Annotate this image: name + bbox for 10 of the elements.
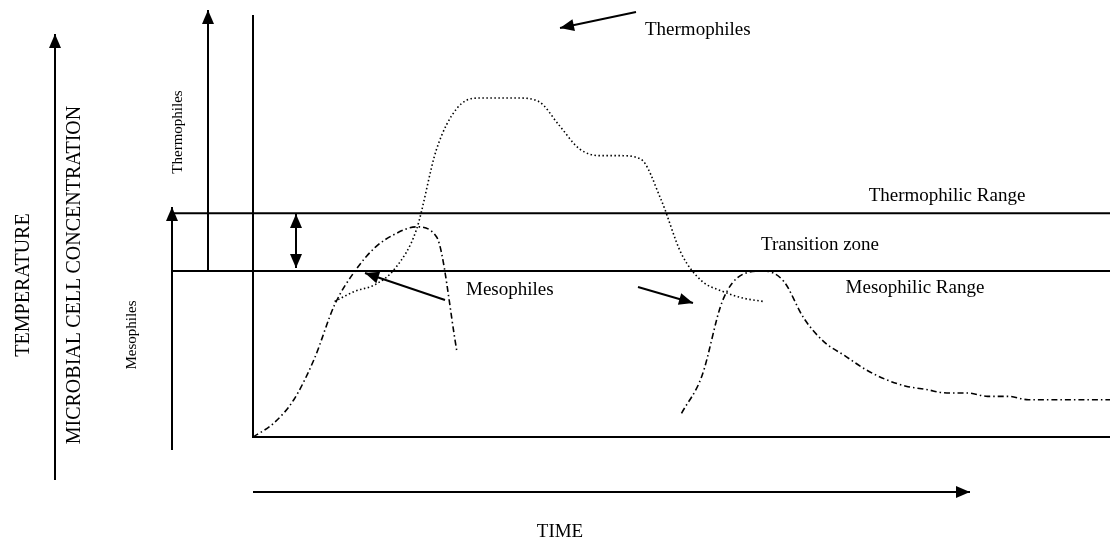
text: Thermophiles xyxy=(168,90,185,174)
annotation: Transition zone xyxy=(760,232,880,254)
x-axis-title: TIME xyxy=(536,519,584,541)
ref-line-label: Mesophilic Range xyxy=(845,275,985,297)
text: Thermophiles xyxy=(645,17,751,39)
text: TEMPERATURE xyxy=(11,213,33,357)
text: MICROBIAL CELL CONCENTRATION xyxy=(62,105,84,445)
ref-line-label: Thermophilic Range xyxy=(868,183,1026,205)
text: Mesophiles xyxy=(122,300,139,370)
annotation: Mesophiles xyxy=(466,277,554,299)
